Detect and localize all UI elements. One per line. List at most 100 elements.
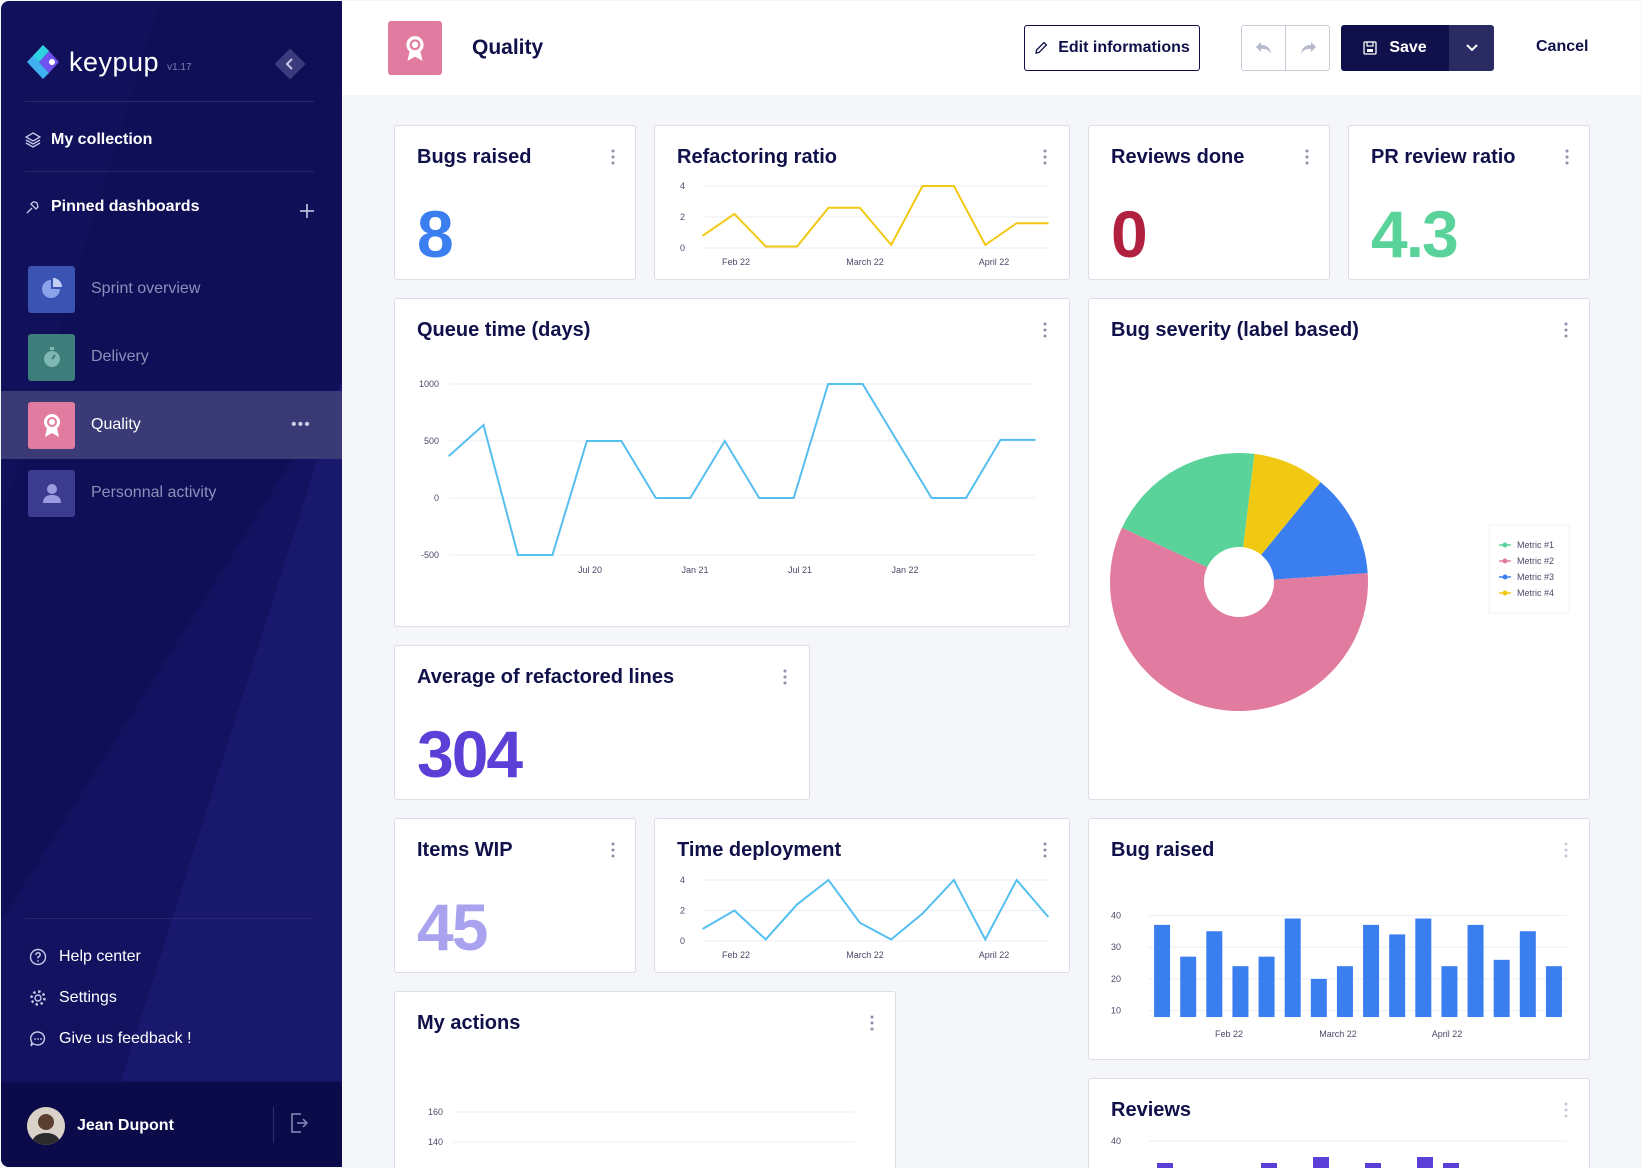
widget-reviews-done[interactable]: Reviews done 0 [1088, 125, 1330, 280]
widget-bug-severity[interactable]: Bug severity (label based) Metric #1 Metr… [1088, 298, 1590, 800]
award-ribbon-icon [43, 414, 60, 437]
kebab-menu-icon[interactable] [867, 1014, 877, 1032]
logout-icon [291, 1113, 309, 1133]
time-deployment-line-chart: 0 2 4 Feb 22 March 22 April 22 [680, 875, 1049, 960]
bar [1467, 924, 1484, 1017]
kebab-menu-icon[interactable] [1040, 148, 1050, 166]
award-ribbon-icon [406, 36, 424, 61]
kebab-menu-icon[interactable] [1561, 1101, 1571, 1119]
cancel-button[interactable]: Cancel [1536, 38, 1589, 55]
legend-box [1488, 524, 1570, 614]
avatar[interactable] [27, 1107, 65, 1145]
user-icon [42, 484, 61, 503]
data-point [689, 497, 692, 499]
delivery-tile [28, 333, 75, 381]
kebab-menu-icon[interactable] [1302, 148, 1312, 166]
widget-time-deployment[interactable]: Time deployment 0 2 4 Feb 22 March 22 April 2… [654, 818, 1070, 973]
widget-reviews[interactable]: Reviews 40 [1088, 1078, 1590, 1168]
widget-title: Items WIP [417, 839, 513, 861]
x-tick-label: Feb 22 [722, 257, 750, 267]
brand-logo[interactable]: keypup v1.17 [25, 43, 192, 81]
x-tick-label: April 22 [979, 950, 1010, 960]
kebab-menu-icon[interactable] [1562, 148, 1572, 166]
data-point [620, 440, 623, 442]
bar [1336, 966, 1353, 1017]
brand-name: keypup [69, 46, 160, 77]
kebab-menu-icon[interactable] [608, 148, 618, 166]
add-dashboard-button[interactable] [299, 199, 315, 225]
widget-my-actions[interactable]: My actions 160 140 [394, 991, 896, 1168]
kebab-menu-icon[interactable] [1561, 321, 1571, 339]
data-point [921, 912, 924, 915]
save-options-button[interactable] [1449, 25, 1494, 71]
sidebar-item-label: Personnal activity [91, 484, 217, 501]
data-point [965, 497, 967, 499]
widget-bugs-raised[interactable]: Bugs raised 8 [394, 125, 636, 280]
top-header: Quality Edit informations Save Cancel [342, 1, 1641, 95]
undo-button[interactable] [1241, 25, 1286, 71]
widget-bug-raised[interactable]: Bug raised 40 30 20 10 Feb 22 March 22 April 2… [1088, 818, 1590, 1060]
pencil-icon [1035, 41, 1048, 54]
y-tick-label: 4 [680, 181, 685, 191]
bar [1519, 931, 1536, 1017]
data-point [1015, 879, 1018, 881]
edit-informations-button[interactable]: Edit informations [1024, 25, 1200, 71]
bar [1154, 924, 1171, 1017]
data-point [999, 439, 1002, 441]
feedback-link[interactable]: Give us feedback ! [29, 1030, 192, 1048]
user-bar: Jean Dupont [1, 1083, 342, 1167]
data-point [655, 497, 657, 499]
data-point [1047, 222, 1049, 224]
divider [25, 101, 314, 102]
help-center-link[interactable]: Help center [29, 948, 141, 966]
widget-refactoring-ratio[interactable]: Refactoring ratio 0 2 4 Feb 22 March 22 April… [654, 125, 1070, 280]
kebab-menu-icon[interactable] [608, 841, 618, 859]
help-circle-icon [29, 948, 47, 966]
redo-button[interactable] [1285, 25, 1330, 71]
help-center-label: Help center [59, 948, 141, 965]
refactoring-line-chart: 0 2 4 Feb 22 March 22 April 22 [680, 181, 1049, 267]
x-tick-label: Feb 22 [722, 950, 750, 960]
data-point [764, 938, 767, 941]
bar [1284, 918, 1301, 1017]
feedback-label: Give us feedback ! [59, 1030, 192, 1047]
widget-queue-time[interactable]: Queue time (days) 1000 500 0 -500 Jul 20 Jan … [394, 298, 1070, 627]
y-tick-label: -500 [421, 550, 439, 560]
y-tick-label: 4 [680, 875, 685, 885]
logout-button[interactable] [290, 1113, 309, 1138]
y-tick-label: 2 [680, 212, 685, 222]
collapse-sidebar-button[interactable] [271, 45, 309, 83]
y-tick-label: 500 [424, 436, 439, 446]
widget-items-wip[interactable]: Items WIP 45 [394, 818, 636, 973]
bar [1313, 1157, 1329, 1168]
data-point [953, 185, 955, 187]
user-name[interactable]: Jean Dupont [77, 1117, 174, 1134]
gear-icon [30, 990, 46, 1006]
my-collection-link[interactable]: My collection [25, 131, 152, 149]
widget-pr-review-ratio[interactable]: PR review ratio 4.3 [1348, 125, 1590, 280]
sidebar-item-sprint-overview[interactable]: Sprint overview [1, 255, 342, 323]
data-point [586, 440, 588, 442]
sidebar-item-delivery[interactable]: Delivery [1, 323, 342, 391]
kebab-menu-icon[interactable] [780, 668, 790, 686]
widget-average-refactored-lines[interactable]: Average of refactored lines 304 [394, 645, 810, 800]
chevron-down-icon [1465, 44, 1478, 52]
legend-label: Metric #4 [1517, 588, 1554, 598]
kebab-menu-icon[interactable] [1561, 841, 1571, 859]
sidebar: keypup v1.17 My collection Pinned dashbo… [1, 1, 342, 1167]
sidebar-item-personnal-activity[interactable]: Personnal activity [1, 459, 342, 527]
widget-title: Bug raised [1111, 839, 1215, 861]
sidebar-item-quality[interactable]: Quality ••• [1, 391, 342, 459]
x-tick-label: March 22 [846, 257, 884, 267]
data-point [1015, 222, 1018, 224]
settings-link[interactable]: Settings [29, 989, 117, 1007]
kpi-value: 0 [1111, 197, 1148, 271]
item-options-icon[interactable]: ••• [291, 416, 311, 433]
data-point [792, 497, 795, 499]
legend-marker [1502, 558, 1508, 564]
save-button[interactable]: Save [1341, 25, 1449, 71]
kebab-menu-icon[interactable] [1040, 841, 1050, 859]
kebab-menu-icon[interactable] [1040, 321, 1050, 339]
personnal-activity-tile [28, 469, 75, 517]
data-point [827, 206, 830, 209]
